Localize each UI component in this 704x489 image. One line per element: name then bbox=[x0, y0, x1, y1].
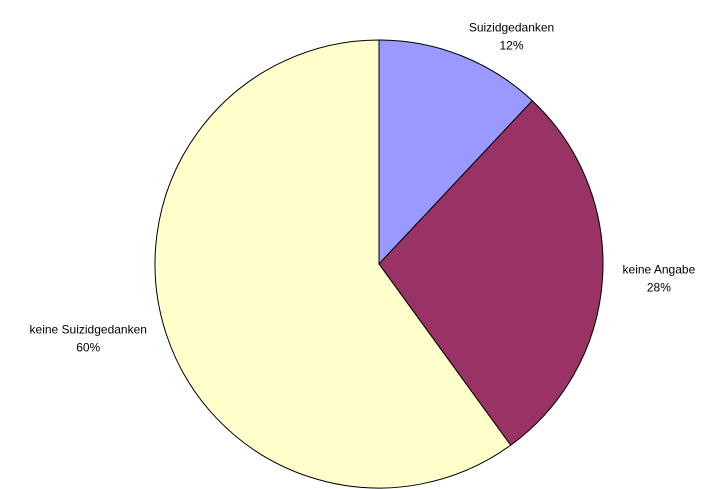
pie-slice bbox=[154, 39, 512, 489]
slice-value-label: 60% bbox=[76, 341, 100, 355]
pie-slice bbox=[378, 39, 534, 266]
slice-label: keine Angabe bbox=[623, 262, 696, 276]
slice-value-label: 28% bbox=[647, 280, 671, 294]
slice-value-label: 12% bbox=[500, 38, 524, 52]
pie-slice bbox=[378, 100, 604, 446]
slice-label: keine Suizidgedanken bbox=[30, 323, 147, 337]
slice-label: Suizidgedanken bbox=[469, 20, 554, 34]
